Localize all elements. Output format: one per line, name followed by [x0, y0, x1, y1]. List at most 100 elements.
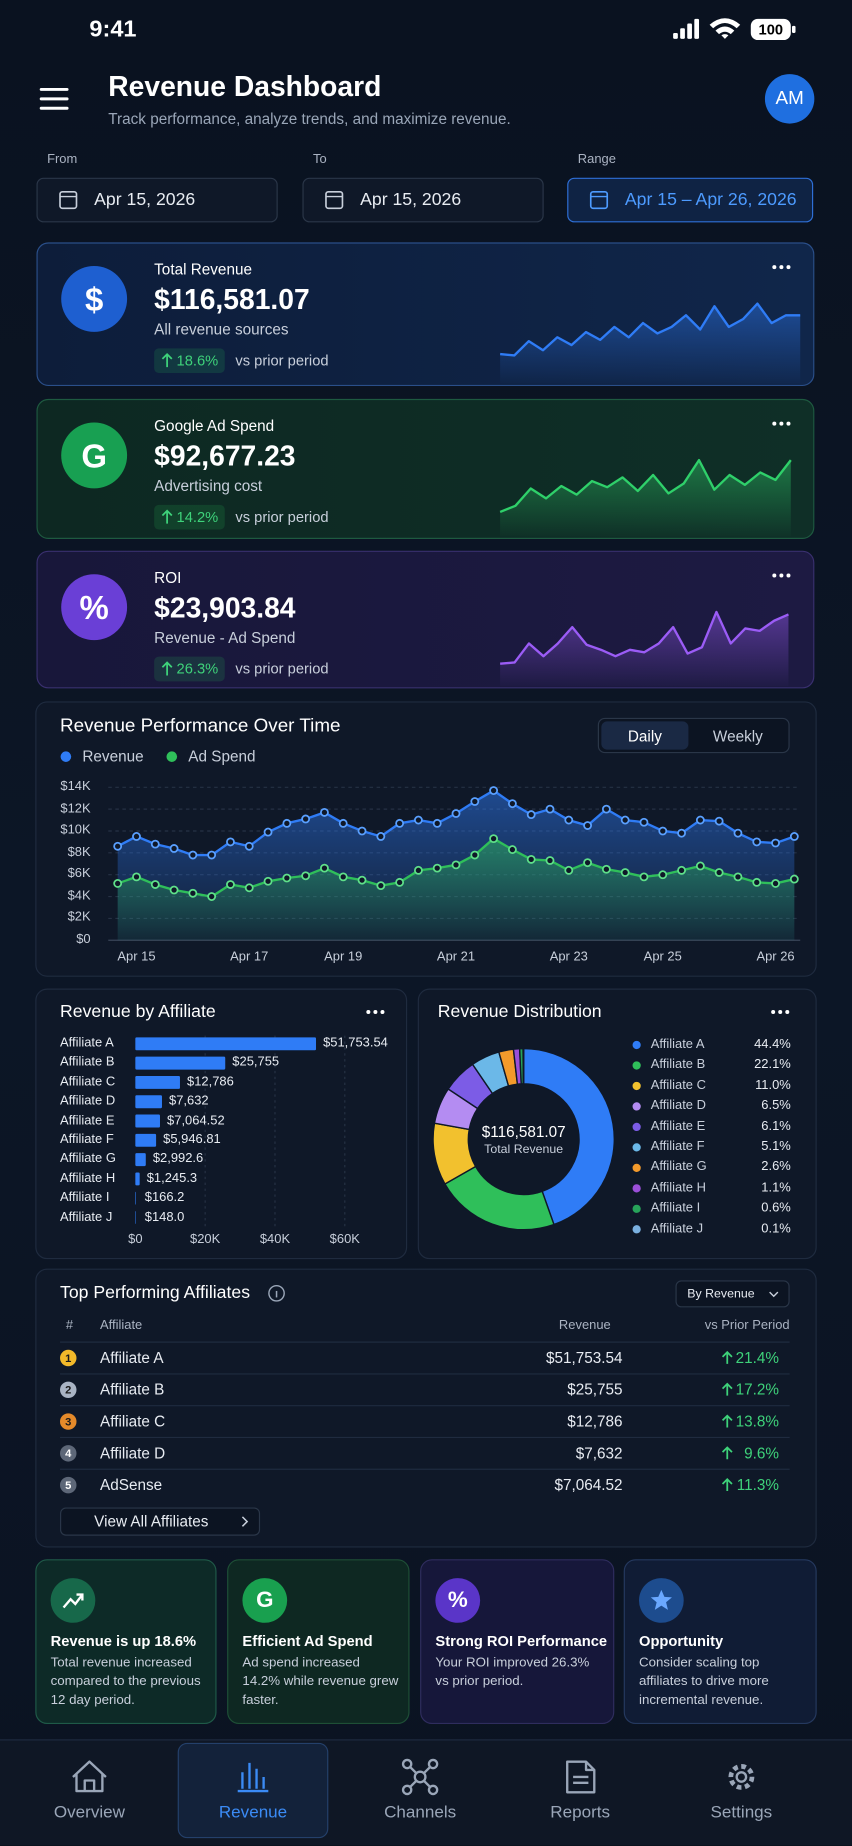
- nav-icon: [413, 1770, 427, 1784]
- page-title: Revenue Dashboard: [108, 71, 382, 104]
- nav-label: Overview: [53, 1803, 125, 1823]
- point: [432, 818, 442, 828]
- nav-label: Settings: [710, 1803, 773, 1823]
- point: [113, 879, 123, 888]
- point: [226, 837, 235, 847]
- point: [564, 865, 574, 875]
- sort-dropdown[interactable]: [675, 1280, 790, 1308]
- legend-label: Affiliate E: [650, 1119, 706, 1134]
- nav-icon: [72, 1760, 107, 1793]
- point: [282, 873, 292, 883]
- donut-segment: [443, 1165, 555, 1231]
- insight-title: Revenue is up 18.6%: [50, 1632, 197, 1650]
- table-card: [35, 1268, 817, 1548]
- nav-icon: [237, 1762, 269, 1793]
- point: [714, 816, 724, 826]
- dot: [786, 421, 791, 426]
- point: [545, 804, 555, 814]
- status-time: 9:41: [89, 16, 137, 43]
- more-menu[interactable]: [772, 573, 791, 578]
- rank-badge: [60, 1413, 77, 1430]
- legend-value: 0.1%: [761, 1221, 791, 1236]
- point: [620, 815, 630, 825]
- legend-value: 11.0%: [755, 1078, 791, 1093]
- chart-title: Revenue by Affiliate: [60, 1001, 216, 1022]
- legend-label: Affiliate G: [650, 1160, 707, 1175]
- legend-value: 1.1%: [761, 1180, 791, 1195]
- point: [601, 804, 611, 814]
- menu-button[interactable]: [39, 87, 69, 110]
- dot: [772, 421, 777, 426]
- dot: [373, 1010, 378, 1015]
- kpi-compare: vs prior period: [235, 508, 329, 525]
- point: [564, 815, 574, 825]
- affiliate-change: 21.4%: [735, 1348, 780, 1367]
- rank-badge: [60, 1476, 77, 1494]
- point: [771, 879, 780, 888]
- point: [244, 841, 254, 851]
- point: [470, 850, 480, 860]
- x-tick-label: Apr 21: [436, 950, 476, 965]
- dot: [380, 1010, 385, 1015]
- x-tick-label: $40K: [259, 1232, 291, 1247]
- toggle-label: Weekly: [712, 726, 763, 745]
- bar: [135, 1191, 136, 1205]
- star-icon: [650, 1589, 672, 1610]
- dot: [779, 265, 784, 270]
- bar: [135, 1075, 180, 1089]
- filter-label: To: [313, 152, 327, 167]
- more-menu[interactable]: [772, 421, 791, 426]
- chart-title: Revenue Distribution: [437, 1001, 602, 1022]
- point: [188, 888, 198, 898]
- bar: [135, 1133, 157, 1147]
- rank-number: 5: [65, 1479, 72, 1492]
- point: [169, 885, 179, 895]
- kpi-icon-glyph: $: [84, 281, 104, 318]
- kpi-icon-glyph: %: [79, 589, 109, 627]
- affiliate-revenue: $25,755: [567, 1380, 623, 1399]
- more-menu[interactable]: [771, 1010, 790, 1015]
- kpi-value: $23,903.84: [154, 592, 296, 625]
- up-arrow: [161, 352, 173, 368]
- rank-number: 2: [65, 1383, 72, 1397]
- value-label: $166.2: [144, 1190, 185, 1205]
- point: [526, 854, 536, 864]
- category-label: Affiliate F: [60, 1132, 114, 1147]
- view-all-button[interactable]: [60, 1507, 261, 1536]
- point: [188, 850, 198, 860]
- kpi-value: $92,677.23: [154, 440, 296, 473]
- dot: [786, 573, 791, 578]
- up-arrow: [721, 1477, 733, 1492]
- change-pill: [154, 348, 225, 374]
- legend-value: 44.4%: [754, 1037, 791, 1052]
- more-menu[interactable]: [366, 1010, 385, 1015]
- insight-title: Opportunity: [639, 1632, 724, 1650]
- filter-label: Range: [577, 152, 616, 167]
- insight-text: Your ROI improved 26.3% vs prior period.: [435, 1655, 590, 1689]
- legend-label: Revenue: [82, 747, 144, 766]
- legend-label: Affiliate F: [650, 1139, 705, 1154]
- point: [583, 858, 592, 868]
- bar: [135, 1153, 146, 1167]
- legend-label: Affiliate I: [650, 1201, 701, 1216]
- avatar[interactable]: [764, 74, 815, 124]
- nav-icon: [735, 1771, 748, 1783]
- toggle-daily[interactable]: [601, 721, 689, 750]
- donut-segment: [522, 1047, 525, 1085]
- point: [395, 818, 405, 828]
- donut-segment: [522, 1047, 616, 1226]
- x-tick-label: Apr 25: [643, 950, 682, 965]
- more-menu[interactable]: [772, 265, 791, 270]
- legend-value: 22.1%: [754, 1057, 791, 1072]
- chevron-down: [769, 1291, 779, 1298]
- point: [395, 877, 405, 887]
- category-label: Affiliate C: [60, 1074, 116, 1089]
- rank-badge: [60, 1381, 77, 1399]
- point: [414, 815, 423, 825]
- x-tick-label: Apr 17: [230, 950, 269, 965]
- battery-level: 100: [758, 21, 784, 38]
- point: [169, 844, 179, 853]
- date-filter[interactable]: [567, 177, 814, 223]
- insight-title: Efficient Ad Spend: [242, 1632, 373, 1650]
- dot: [778, 1010, 783, 1015]
